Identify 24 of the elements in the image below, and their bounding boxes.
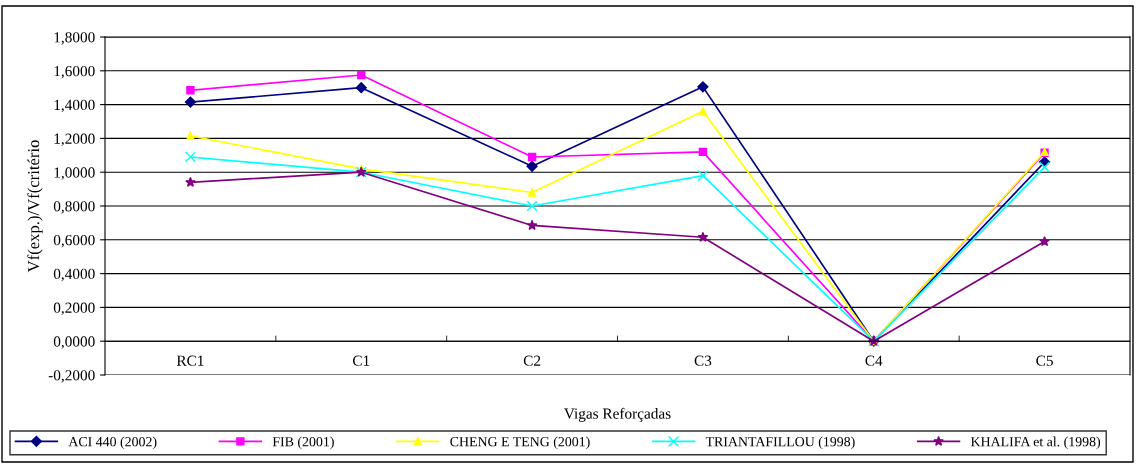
y-tick-label: 0,4000	[53, 268, 95, 282]
y-tick-label: 0,2000	[53, 302, 95, 316]
x-tick-label: C1	[352, 355, 370, 366]
y-tick-label: 1,8000	[54, 32, 95, 45]
x-tick-label: C4	[865, 355, 883, 366]
x-tick-label: RC1	[176, 355, 204, 366]
y-tick-label: -0,2000	[48, 370, 95, 383]
legend-label: KHALIFA et al. (1998)	[970, 436, 1101, 450]
legend-label: CHENG E TENG (2001)	[450, 436, 590, 450]
legend-label: ACI 440 (2002)	[68, 436, 157, 450]
x-axis-title: Vigas Reforçadas	[564, 407, 671, 422]
legend-label: FIB (2001)	[272, 436, 334, 450]
y-tick-label: 0,8000	[53, 201, 95, 214]
x-tick-label: C3	[694, 355, 712, 366]
y-tick-label: 1,4000	[54, 99, 95, 113]
legend-label: TRIANTAFILLOU (1998)	[705, 436, 855, 450]
y-axis-title: Vf(exp.)/Vf(critério	[27, 140, 43, 273]
x-tick-label: C5	[1036, 355, 1053, 366]
x-tick-label: C2	[523, 355, 541, 366]
y-tick-label: 1,6000	[54, 65, 95, 79]
y-tick-label: 0,0000	[53, 336, 95, 349]
y-tick-label: 1,0000	[54, 167, 95, 180]
y-tick-label: 0,6000	[53, 234, 95, 248]
y-tick-label: 1,2000	[54, 133, 95, 147]
